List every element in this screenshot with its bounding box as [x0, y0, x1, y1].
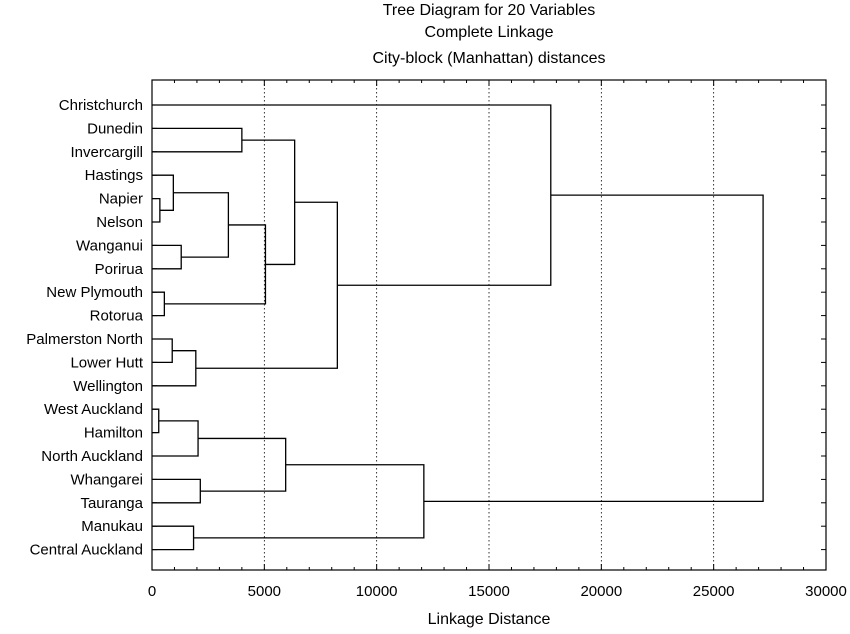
- dendrogram-link: [152, 338, 173, 364]
- x-tick-label: 10000: [356, 583, 398, 600]
- dendrogram-link: [152, 408, 160, 434]
- chart-subtitle: Complete Linkage: [424, 24, 554, 41]
- leaf-label: Invercargill: [70, 144, 143, 161]
- leaf-label: Rotorua: [90, 308, 144, 325]
- x-tick-label: 20000: [580, 583, 622, 600]
- dendrogram-link: [164, 224, 267, 305]
- dendrogram-link: [152, 127, 243, 153]
- leaf-label: Christchurch: [59, 97, 143, 114]
- x-tick-label: 30000: [805, 583, 847, 600]
- dendrogram-link: [195, 201, 338, 369]
- leaf-label: Tauranga: [80, 495, 143, 512]
- dendrogram-link: [152, 104, 552, 286]
- leaf-label: Hastings: [85, 167, 143, 184]
- dendrogram-link: [152, 197, 161, 223]
- dendrogram-link: [152, 478, 201, 504]
- leaf-label: Nelson: [96, 214, 143, 231]
- leaf-label: Central Auckland: [30, 542, 143, 559]
- leaf-label: Wanganui: [76, 237, 143, 254]
- dendrogram-link: [193, 464, 425, 539]
- dendrogram-link: [241, 139, 296, 266]
- leaf-label: Dunedin: [87, 120, 143, 137]
- dendrogram-link: [152, 525, 195, 551]
- x-tick-label: 5000: [248, 583, 281, 600]
- link-layer: [152, 104, 764, 551]
- leaf-label: West Auckland: [44, 401, 143, 418]
- chart-title: Tree Diagram for 20 Variables: [382, 2, 596, 19]
- leaf-label: Manukau: [81, 518, 143, 535]
- grid-layer: [263, 80, 715, 570]
- leaf-label: Napier: [99, 191, 143, 208]
- dendrogram-link: [152, 174, 174, 211]
- x-tick-label: 0: [148, 583, 156, 600]
- leaf-label: New Plymouth: [46, 284, 143, 301]
- x-tick-label: 25000: [693, 583, 735, 600]
- leaf-label: Wellington: [73, 378, 143, 395]
- leaf-label: Palmerston North: [26, 331, 143, 348]
- dendrogram-link: [152, 244, 182, 270]
- leaf-label: Lower Hutt: [70, 354, 143, 371]
- dendrogram-link: [198, 437, 287, 492]
- chart-subtitle-distance: City-block (Manhattan) distances: [372, 50, 606, 67]
- leaf-label: Whangarei: [70, 471, 143, 488]
- leaf-label: North Auckland: [41, 448, 143, 465]
- dendrogram-link: [423, 194, 764, 502]
- tick-layer: 0 5000 10000 15000 20000 25000 30000: [148, 80, 847, 600]
- label-layer: Christchurch Dunedin Invercargill Hastings N…: [26, 97, 144, 559]
- dendrogram-link: [152, 291, 166, 317]
- x-tick-label: 15000: [468, 583, 510, 600]
- x-axis-label: Linkage Distance: [427, 611, 551, 628]
- leaf-label: Hamilton: [84, 425, 143, 442]
- dendrogram-link: [152, 350, 197, 387]
- leaf-label: Porirua: [95, 261, 144, 278]
